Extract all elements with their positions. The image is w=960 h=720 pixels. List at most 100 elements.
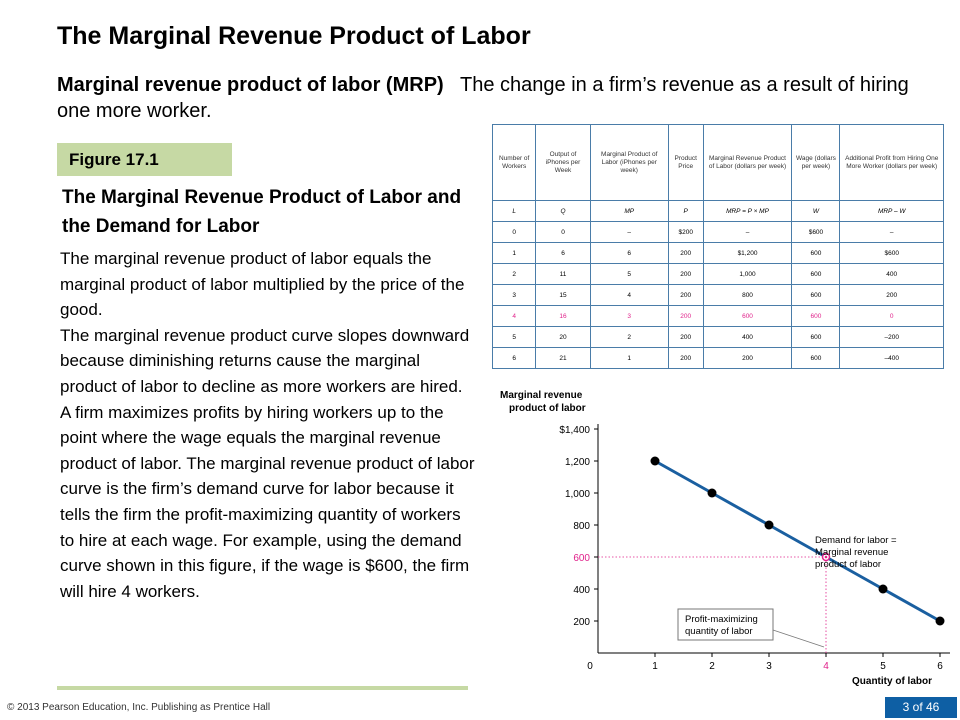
- y-tick-label: 1,200: [565, 457, 590, 468]
- x-tick-label: 6: [937, 661, 943, 672]
- table-cell: 2: [491, 263, 537, 285]
- demand-curve: [654, 459, 941, 623]
- table-cell: 6: [535, 242, 591, 264]
- definition-term: Marginal revenue product of labor (MRP): [57, 74, 444, 96]
- table-cell: 3: [589, 305, 669, 327]
- table-cell: 0: [491, 221, 537, 243]
- figure-label: Figure 17.1: [57, 143, 232, 176]
- divider: [57, 686, 468, 690]
- table-cell: –: [839, 221, 944, 243]
- table-cell: 4: [589, 284, 669, 306]
- table-header: Number of Workers: [491, 124, 537, 201]
- table-cell: 5: [589, 263, 669, 285]
- table-cell: MRP – W: [839, 200, 944, 222]
- y-tick-label: 400: [573, 585, 590, 596]
- table-cell: 6: [491, 347, 537, 369]
- table-row: 6 21 1 200 200 600 –400: [491, 347, 944, 369]
- table-cell: 200: [667, 284, 704, 306]
- table-header-row: Number of Workers Output of iPhones per …: [491, 124, 944, 201]
- y-axis-label: product of labor: [509, 403, 586, 414]
- curve-label: product of labor: [815, 559, 881, 570]
- copyright: © 2013 Pearson Education, Inc. Publishin…: [7, 702, 271, 713]
- highlight-point-center: [824, 555, 828, 559]
- table-cell: 15: [535, 284, 591, 306]
- table-row: 0 0– $200– $600–: [491, 221, 944, 243]
- table-notation-row: L Q MP P MRP = P × MP W MRP – W: [491, 200, 944, 222]
- table-cell: 600: [791, 347, 841, 369]
- table-cell: $1,200: [702, 242, 793, 264]
- body-paragraph-2: The marginal revenue product curve slope…: [60, 325, 470, 396]
- table-cell: P: [667, 200, 704, 222]
- table-cell: 11: [535, 263, 591, 285]
- page-title: The Marginal Revenue Product of Labor: [57, 22, 531, 50]
- curve-label: Marginal revenue: [815, 547, 888, 558]
- table-header: Output of iPhones per Week: [535, 124, 591, 201]
- x-tick-label: 3: [766, 661, 772, 672]
- table-cell: 200: [667, 242, 704, 264]
- table-row: 2 11 5 200 1,000 600 400: [491, 263, 944, 285]
- table-cell: $200: [667, 221, 704, 243]
- curve-label: Demand for labor =: [815, 535, 897, 546]
- table-cell: 16: [535, 305, 591, 327]
- table-cell: MRP = P × MP: [702, 200, 793, 222]
- table-row: 3 15 4 200 800 600 200: [491, 284, 944, 306]
- table-cell: $600: [839, 242, 944, 264]
- data-point: [650, 456, 660, 466]
- table-cell: 400: [702, 326, 793, 348]
- callout-pointer: [772, 629, 825, 648]
- table-cell: Q: [535, 200, 591, 222]
- body-paragraph-3: A firm maximizes profits by hiring worke…: [60, 402, 475, 601]
- y-axis-label: Marginal revenue: [500, 390, 583, 401]
- table-cell: 2: [589, 326, 669, 348]
- table-cell: 3: [491, 284, 537, 306]
- table-cell: 200: [702, 347, 793, 369]
- table-header: Product Price: [667, 124, 704, 201]
- mrp-chart: 200 400 600 800 1,000 1,200 $1,400 0 1 2 3 4 5 6 Margi…: [500, 390, 950, 687]
- table-cell: –200: [839, 326, 944, 348]
- table-cell: 400: [839, 263, 944, 285]
- y-tick-label: $1,400: [559, 425, 590, 436]
- table-cell: –: [702, 221, 793, 243]
- table-cell: 600: [791, 305, 841, 327]
- table-cell: 6: [589, 242, 669, 264]
- table-header: Wage (dollars per week): [791, 124, 841, 201]
- table-cell: 800: [702, 284, 793, 306]
- callout-box: [677, 608, 774, 641]
- y-tick-label: 800: [573, 521, 590, 532]
- data-point: [878, 584, 888, 594]
- table-cell: 600: [791, 242, 841, 264]
- callout-text: Profit-maximizing: [685, 614, 758, 625]
- data-point: [764, 520, 774, 530]
- table-cell: 600: [702, 305, 793, 327]
- definition: Marginal revenue product of labor (MRP) …: [57, 72, 917, 124]
- table-cell: 200: [667, 347, 704, 369]
- figure-title: The Marginal Revenue Product of Labor an…: [62, 187, 462, 237]
- table-cell: –: [589, 221, 669, 243]
- slide-number: 3 of 46: [885, 697, 957, 718]
- table-cell: 4: [491, 305, 537, 327]
- table-cell: 600: [791, 263, 841, 285]
- table-cell: 200: [667, 326, 704, 348]
- body-text: The marginal revenue product of labor eq…: [60, 246, 475, 604]
- table-row: 1 6 6 200 $1,200 600 $600: [491, 242, 944, 264]
- table-cell: 200: [667, 263, 704, 285]
- x-tick-label: 1: [652, 661, 658, 672]
- table-cell: 1: [491, 242, 537, 264]
- y-tick-label: 1,000: [565, 489, 590, 500]
- definition-text: The change in a firm’s revenue as a resu…: [57, 74, 909, 122]
- table-header: Additional Profit from Hiring One More W…: [839, 124, 944, 201]
- table-cell: 1: [589, 347, 669, 369]
- table-cell: L: [491, 200, 537, 222]
- table-cell: $600: [791, 221, 841, 243]
- x-tick-label: 4: [823, 661, 829, 672]
- table-cell: 600: [791, 284, 841, 306]
- table-cell: 20: [535, 326, 591, 348]
- table-header: Marginal Product of Labor (iPhones per w…: [589, 124, 669, 201]
- table-cell: 21: [535, 347, 591, 369]
- y-tick-label: 600: [573, 553, 590, 564]
- body-paragraph-1: The marginal revenue product of labor eq…: [60, 249, 465, 320]
- table-cell: 200: [839, 284, 944, 306]
- table-cell: 600: [791, 326, 841, 348]
- table-header: Marginal Revenue Product of Labor (dolla…: [702, 124, 793, 201]
- x-tick-label: 0: [587, 661, 593, 672]
